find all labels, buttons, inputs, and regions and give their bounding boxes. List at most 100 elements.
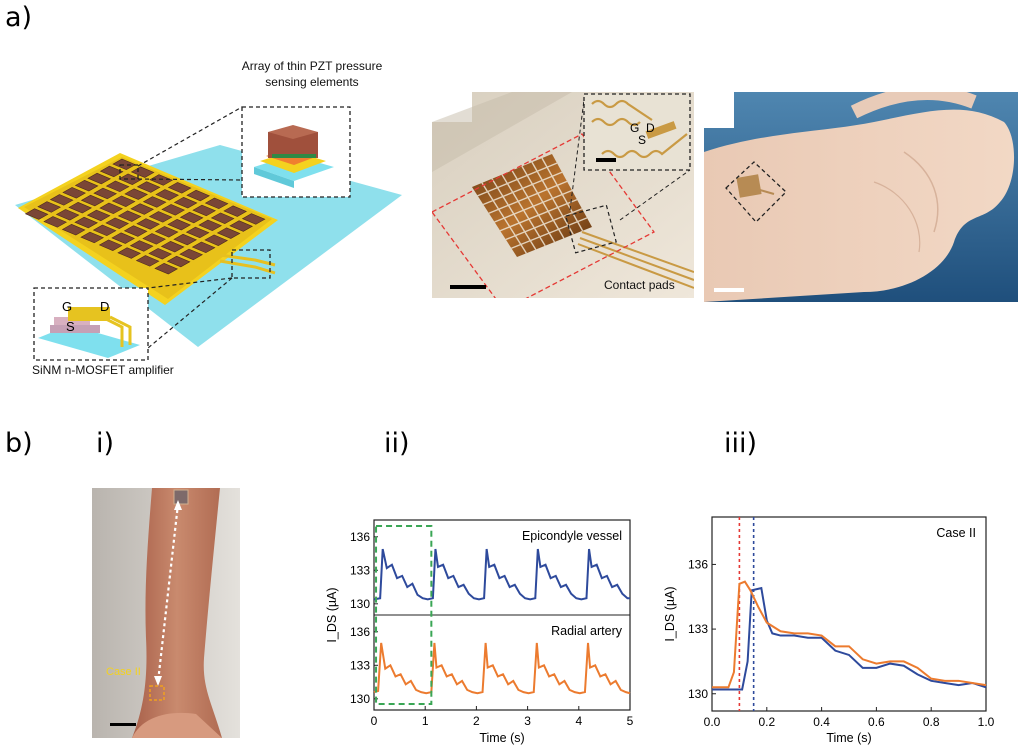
device-inset <box>583 93 691 171</box>
pzt-element <box>74 179 99 192</box>
chart-iii: 130 133 136 0.0 0.2 0.4 0.6 0.8 1.0 Case II Time (… <box>663 516 995 745</box>
x-tick-label: 0 <box>371 714 378 728</box>
x-tick-label: 1 <box>422 714 429 728</box>
x-tick-label: 1.0 <box>978 715 995 729</box>
case-ii-label: Case II <box>106 666 141 678</box>
pzt-element <box>80 231 104 244</box>
pzt-element <box>148 211 173 223</box>
pzt-element <box>93 187 117 200</box>
pzt-element <box>192 204 216 217</box>
device-scale-bar <box>450 285 486 289</box>
x-tick-label: 2 <box>473 714 480 728</box>
photo-grid-line <box>499 198 578 232</box>
pzt-element <box>179 211 204 224</box>
pzt-element <box>149 174 173 186</box>
arm-scale-bar <box>110 723 136 726</box>
pzt-element <box>142 233 166 245</box>
pzt-element <box>241 213 266 225</box>
pzt-element <box>154 262 178 275</box>
pzt-element <box>92 224 117 237</box>
y-axis-label: I_DS (µA) <box>663 586 677 641</box>
pzt-element <box>167 182 192 194</box>
pzt-element <box>223 205 247 217</box>
photo-grid-line <box>531 161 574 235</box>
annotation: Case II <box>936 526 976 540</box>
pzt-element <box>179 248 203 261</box>
pzt-element <box>43 216 67 228</box>
pzt-element <box>198 219 222 232</box>
highlight-box <box>375 525 433 705</box>
x-axis-label: Time (s) <box>826 731 871 745</box>
pzt-element <box>55 209 80 221</box>
pzt-element <box>185 226 210 239</box>
hand-shape <box>704 109 1015 302</box>
y-tick-label: 133 <box>688 622 708 636</box>
pzt-element <box>49 194 74 206</box>
panel-b-i-label: i) <box>96 428 115 459</box>
pzt-element <box>117 247 141 259</box>
pzt-element <box>86 209 111 222</box>
inset-scale-bar <box>596 158 616 162</box>
inset-terminal-g: G <box>630 121 639 135</box>
x-tick-label: 0.0 <box>704 715 721 729</box>
forearm-shape <box>132 488 222 738</box>
pzt-element <box>74 216 98 229</box>
pzt-element <box>229 220 253 232</box>
inset-terminal-d: D <box>646 121 655 135</box>
series-line <box>712 586 987 691</box>
pzt-element <box>98 239 123 251</box>
terminal-s: S <box>66 319 75 334</box>
pzt-element-grid <box>24 158 266 275</box>
pzt-element <box>61 223 86 236</box>
pzt-element <box>216 227 241 239</box>
pzt-element <box>204 197 229 210</box>
pzt-element <box>148 248 172 260</box>
x-tick-label: 4 <box>575 714 582 728</box>
terminal-d: D <box>100 299 109 314</box>
pzt-element <box>112 158 136 171</box>
pzt-element <box>204 234 228 246</box>
pzt-element <box>130 203 154 215</box>
x-tick-label: 5 <box>627 714 634 728</box>
pzt-element <box>154 226 179 238</box>
x-tick-label: 0.2 <box>758 715 775 729</box>
device-photo: G D S Contact pads <box>432 92 694 298</box>
pzt-element <box>191 241 216 254</box>
y-tick-label: 136 <box>688 557 708 571</box>
y-tick-label-bottom: 136 <box>350 625 370 639</box>
pzt-element <box>62 187 86 199</box>
pzt-element <box>117 210 142 222</box>
pzt-element <box>24 208 49 220</box>
series-line <box>712 580 987 689</box>
pzt-element <box>173 233 197 246</box>
pzt-element <box>124 188 148 200</box>
series-line-bottom <box>373 642 631 695</box>
photo-grid-line <box>511 217 588 249</box>
pzt-element <box>167 218 191 231</box>
pzt-element <box>166 255 191 268</box>
mosfet-callout-label: SiNM n-MOSFET amplifier <box>32 363 174 377</box>
sensor-array-schematic: G D S <box>15 106 402 361</box>
y-axis-label: I_DS (µA) <box>325 587 339 642</box>
pzt-element <box>99 202 123 215</box>
y-tick-label-bottom: 130 <box>350 692 370 706</box>
pzt-element <box>210 212 235 224</box>
x-tick-label: 0.4 <box>813 715 830 729</box>
y-tick-label-top: 130 <box>350 597 370 611</box>
x-tick-label: 0.6 <box>868 715 885 729</box>
pzt-element <box>136 181 161 193</box>
annotation-top: Epicondyle vessel <box>522 529 622 543</box>
x-axis-label: Time (s) <box>479 731 524 745</box>
y-tick-label-top: 133 <box>350 563 370 577</box>
pzt-element <box>87 172 111 185</box>
pzt-element <box>80 194 105 207</box>
panel-b-label: b) <box>5 428 33 459</box>
pzt-element <box>129 240 154 252</box>
photo-grid-line <box>541 157 584 232</box>
x-tick-label: 0.8 <box>923 715 940 729</box>
x-tick-label: 3 <box>524 714 531 728</box>
panel-b-iii-label: iii) <box>724 428 758 459</box>
pzt-element <box>111 232 135 244</box>
photo-grid-line <box>521 166 565 239</box>
